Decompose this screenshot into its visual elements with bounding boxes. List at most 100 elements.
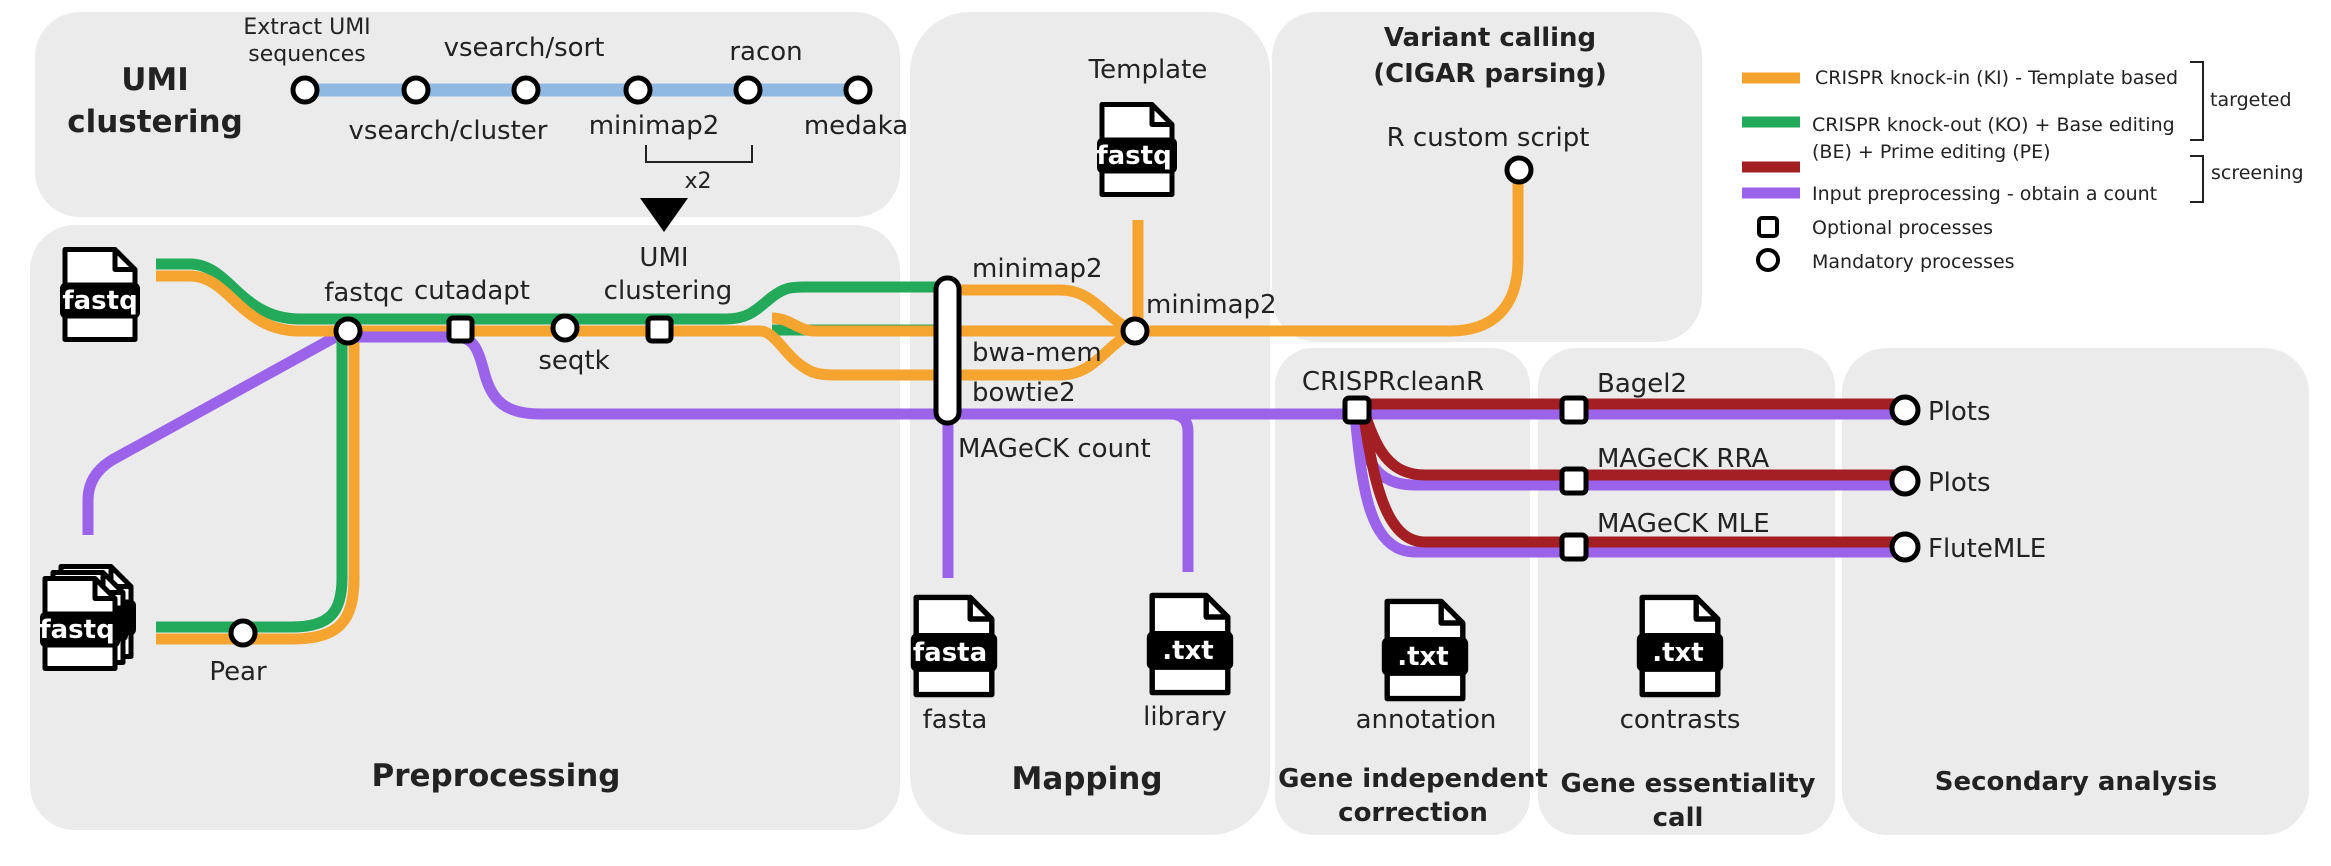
green-bottom bbox=[156, 330, 348, 633]
minimap2-map-label: minimap2 bbox=[972, 254, 1103, 284]
mageck-count-label: MAGeCK count bbox=[958, 434, 1151, 464]
mageck-mle-label: MAGeCK MLE bbox=[1597, 509, 1770, 539]
pear-station bbox=[228, 618, 258, 648]
legend: CRISPR knock-in (KI) - Template based CR… bbox=[1742, 67, 2304, 273]
orange-mid bbox=[771, 312, 945, 337]
mageck-rra-station bbox=[1559, 466, 1589, 496]
legend-mandatory-circle-icon bbox=[1756, 248, 1780, 272]
umi-minimap2-station bbox=[623, 75, 653, 105]
purple-branch-bottom bbox=[82, 325, 351, 535]
umi-medaka-station bbox=[843, 75, 873, 105]
seqtk-label: seqtk bbox=[538, 346, 609, 376]
node-labels: fastqc cutadapt seqtk UMI clustering Pea… bbox=[209, 55, 2046, 687]
legend-targeted-label: targeted bbox=[2210, 89, 2292, 111]
panel-preprocessing bbox=[30, 225, 900, 830]
legend-optional-label: Optional processes bbox=[1812, 217, 1993, 239]
txt-annotation-doc-label: .txt bbox=[1397, 642, 1449, 672]
gene-essentiality-title-2: call bbox=[1653, 803, 1704, 833]
library-caption: library bbox=[1143, 702, 1227, 732]
panel-secondary bbox=[1842, 348, 2309, 835]
fastqc-station bbox=[333, 316, 363, 346]
secondary-title: Secondary analysis bbox=[1935, 767, 2217, 797]
template-label: Template bbox=[1088, 55, 1208, 85]
bagel2-label: Bagel2 bbox=[1597, 369, 1687, 399]
crisprcleanr-label: CRISPRcleanR bbox=[1302, 367, 1484, 397]
purple-library bbox=[1100, 408, 1194, 572]
orange-bottom bbox=[156, 330, 360, 645]
variant-title-2: (CIGAR parsing) bbox=[1373, 59, 1607, 89]
legend-mandatory-label: Mandatory processes bbox=[1812, 251, 2015, 273]
legend-brackets bbox=[2190, 61, 2204, 203]
umi-racon-station bbox=[733, 75, 763, 105]
umi-extract-label-1: Extract UMI bbox=[243, 15, 370, 40]
legend-preproc-label: Input preprocessing - obtain a count bbox=[1812, 183, 2157, 205]
orange-variant bbox=[1135, 170, 1524, 337]
gene-essentiality-title-1: Gene essentiality bbox=[1561, 769, 1816, 799]
fastqc-label: fastqc bbox=[324, 278, 404, 308]
cutadapt-label: cutadapt bbox=[414, 276, 530, 306]
minimap2-right-label: minimap2 bbox=[1146, 290, 1277, 320]
panel-umi bbox=[35, 12, 900, 217]
minimap2-station bbox=[1120, 316, 1150, 346]
metro-lines bbox=[82, 83, 1905, 645]
section-panels bbox=[30, 12, 2309, 835]
umi-labels: Extract UMI sequences vsearch/sort vsear… bbox=[243, 15, 908, 194]
umi-vsearch-cluster-label: vsearch/cluster bbox=[349, 116, 548, 146]
umi-section-title-1: UMI bbox=[121, 62, 189, 98]
section-titles: UMI clustering Preprocessing Mapping Var… bbox=[67, 23, 2217, 833]
umi-vsearch-sort-label: vsearch/sort bbox=[444, 33, 605, 63]
umi-clustering-station bbox=[645, 315, 674, 344]
contrasts-caption: contrasts bbox=[1620, 705, 1741, 735]
cutadapt-station bbox=[446, 315, 475, 344]
file-captions: fasta library annotation contrasts bbox=[923, 702, 1741, 735]
fastq-top-doc-label: fastq bbox=[62, 286, 137, 316]
stations bbox=[228, 75, 1921, 648]
umi-x2-label: x2 bbox=[684, 169, 711, 194]
mapping-bus bbox=[933, 275, 962, 426]
gene-independent-title-2: correction bbox=[1338, 798, 1488, 828]
x2-bracket bbox=[645, 145, 753, 163]
r-custom-label: R custom script bbox=[1387, 123, 1590, 153]
umi-vsearch-cluster-station bbox=[401, 75, 431, 105]
gene-independent-title-1: Gene independent bbox=[1278, 764, 1548, 794]
umi-vsearch-sort-station bbox=[511, 75, 541, 105]
umi-section-title-2: clustering bbox=[67, 104, 243, 140]
umi-medaka-label: medaka bbox=[804, 111, 908, 141]
flutemle-station bbox=[1889, 531, 1921, 563]
orange-main bbox=[156, 270, 945, 381]
legend-ko-label-1: CRISPR knock-out (KO) + Base editing bbox=[1812, 114, 2175, 136]
umi-minimap2-label: minimap2 bbox=[589, 111, 720, 141]
documents: fastq fastq fastq fasta .txt .txt .txt bbox=[39, 105, 1723, 699]
legend-ki-label: CRISPR knock-in (KI) - Template based bbox=[1815, 67, 2178, 89]
variant-title-1: Variant calling bbox=[1384, 23, 1596, 53]
annotation-caption: annotation bbox=[1356, 705, 1497, 735]
down-arrow-icon bbox=[640, 198, 688, 232]
purple-mle bbox=[1349, 413, 1905, 558]
plots2-station bbox=[1889, 465, 1921, 497]
preprocessing-title: Preprocessing bbox=[372, 758, 621, 794]
txt-contrasts-doc-label: .txt bbox=[1652, 638, 1704, 668]
green-main bbox=[156, 258, 945, 325]
umi-extract-label-2: sequences bbox=[248, 42, 365, 67]
plots1-label: Plots bbox=[1928, 397, 1991, 427]
panel-variant bbox=[1272, 12, 1702, 342]
r-custom-station bbox=[1504, 155, 1534, 185]
crisprcleanr-station bbox=[1342, 395, 1372, 425]
pear-label: Pear bbox=[209, 657, 267, 687]
mageck-rra-label: MAGeCK RRA bbox=[1597, 444, 1769, 474]
legend-optional-square-icon bbox=[1757, 216, 1779, 238]
seqtk-station bbox=[550, 313, 580, 343]
fasta-caption: fasta bbox=[923, 705, 988, 735]
umi-racon-label: racon bbox=[729, 37, 802, 67]
plots2-label: Plots bbox=[1928, 468, 1991, 498]
flutemle-label: FluteMLE bbox=[1928, 534, 2046, 564]
bwa-mem-label: bwa-mem bbox=[972, 338, 1102, 368]
red-mle bbox=[1356, 403, 1905, 548]
fastq-template-doc-label: fastq bbox=[1096, 141, 1171, 171]
umi-extract-station bbox=[290, 75, 320, 105]
plots1-station bbox=[1889, 394, 1921, 426]
bowtie2-label: bowtie2 bbox=[972, 378, 1076, 408]
umi-clustering-label-1: UMI bbox=[639, 243, 688, 273]
fastq-bottom-doc-label: fastq bbox=[39, 615, 114, 645]
